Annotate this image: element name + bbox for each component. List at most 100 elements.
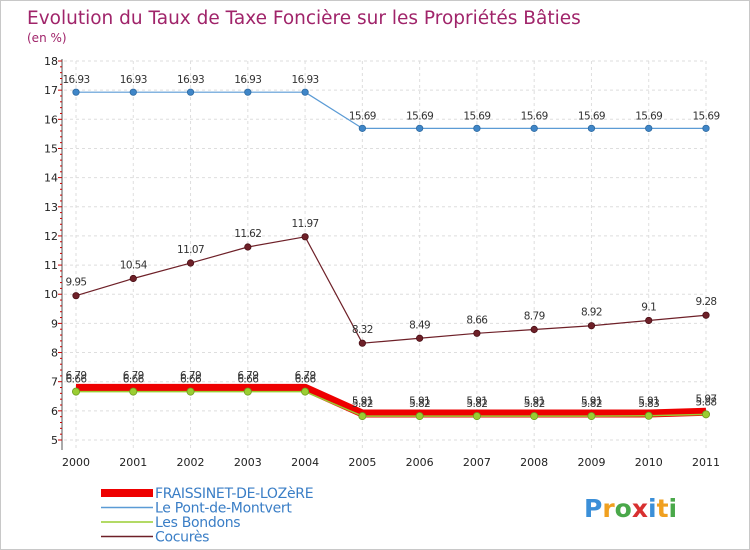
series-line (76, 91, 706, 129)
data-label: 11.07 (177, 244, 204, 256)
data-point (301, 233, 309, 241)
data-label: 5.91 (581, 395, 602, 407)
brand-letter: r (602, 494, 615, 523)
data-label: 6.79 (295, 370, 316, 382)
data-label: 5.91 (524, 395, 545, 407)
data-point (702, 410, 711, 419)
data-point (587, 412, 596, 421)
x-tick-label: 2008 (520, 456, 548, 469)
data-point (244, 243, 252, 251)
axes: 5 6 7 8 9 10 11 12 13 14 15 16 17 18 2000 2001 2002 2003 2… (44, 55, 720, 469)
x-tick-label: 2003 (234, 456, 262, 469)
data-label: 6.66 (66, 374, 88, 386)
data-point (301, 88, 309, 96)
data-label: 15.69 (692, 110, 719, 122)
data-point (473, 124, 481, 132)
x-tick-label: 2009 (577, 456, 605, 469)
x-tick-label: 2010 (635, 456, 663, 469)
data-label: 6.66 (180, 374, 202, 386)
brand-letter: o (615, 494, 632, 523)
brand-letter: t (657, 494, 669, 523)
data-label: 5.91 (352, 395, 373, 407)
brand-letter: i (669, 494, 678, 523)
proxiti-logo: Proxiti (584, 494, 677, 523)
data-label: 9.95 (66, 277, 87, 289)
data-point (587, 322, 596, 330)
data-label: 6.79 (66, 370, 87, 382)
data-point (702, 311, 710, 319)
data-label: 8.66 (466, 314, 488, 326)
data-label: 5.91 (409, 395, 430, 407)
data-point (645, 124, 653, 132)
brand-text: Proxiti (584, 494, 677, 523)
y-tick-label: 15 (44, 142, 58, 155)
data-label: 8.49 (409, 319, 430, 331)
data-label: 6.66 (123, 374, 145, 386)
data-label: 16.93 (120, 74, 147, 86)
legend-label: Le Pont-de-Montvert (155, 501, 292, 517)
data-label: 16.93 (177, 74, 204, 86)
series-line (75, 236, 707, 344)
x-tick-label: 2005 (348, 456, 376, 469)
data-label: 15.69 (406, 110, 433, 122)
data-label: 5.91 (638, 395, 659, 407)
chart-title: Evolution du Taux de Taxe Foncière sur l… (27, 8, 581, 29)
y-tick-label: 12 (44, 230, 58, 243)
legend-label: FRAISSINET-DE-LOZèRE (155, 486, 313, 502)
data-point (530, 325, 538, 334)
y-tick-label: 16 (44, 113, 58, 126)
data-point (72, 292, 80, 300)
data-point (587, 124, 596, 132)
data-point (129, 88, 137, 96)
brand-letter: x (632, 494, 648, 523)
y-tick-label: 11 (44, 259, 58, 272)
y-tick-label: 18 (44, 55, 58, 68)
x-tick-label: 2002 (177, 456, 205, 469)
data-point (186, 387, 195, 396)
data-point (645, 316, 653, 325)
data-point (702, 124, 710, 132)
x-tick-label: 2004 (291, 456, 319, 469)
data-label: 5.83 (638, 398, 659, 410)
y-tick-label: 17 (44, 84, 58, 97)
x-tick-label: 2011 (692, 456, 720, 469)
chart-subtitle: (en %) (27, 31, 67, 45)
data-label: 5.82 (581, 398, 602, 410)
data-point (415, 412, 424, 421)
data-label: 8.32 (352, 324, 373, 336)
y-tick-label: 8 (51, 347, 58, 360)
series-lines (72, 88, 711, 421)
data-label: 6.66 (295, 374, 317, 386)
data-label: 5.97 (696, 394, 717, 406)
data-point (186, 88, 195, 96)
data-label: 15.69 (578, 110, 605, 122)
y-tick-label: 14 (44, 172, 58, 185)
data-label: 5.82 (466, 398, 487, 410)
data-labels: 9.95 10.54 11.07 11.62 11.97 8.32 8.49 8.66 8.79… (62, 74, 720, 410)
data-point (129, 274, 137, 283)
data-label: 8.92 (581, 307, 602, 319)
data-label: 5.88 (696, 396, 717, 408)
x-tick-label: 2007 (463, 456, 491, 469)
data-point (530, 124, 538, 132)
data-label: 8.79 (524, 311, 545, 323)
y-tick-label: 7 (51, 376, 58, 389)
data-label: 5.82 (409, 398, 430, 410)
brand-letter: P (584, 494, 602, 523)
data-label: 6.79 (123, 370, 144, 382)
y-tick-label: 6 (51, 405, 58, 418)
data-point (530, 412, 539, 421)
data-point (416, 334, 424, 342)
data-point (644, 411, 653, 420)
data-point (244, 88, 252, 96)
x-tick-label: 2006 (406, 456, 434, 469)
data-point (301, 387, 310, 396)
data-label: 9.28 (696, 296, 717, 308)
data-label: 10.54 (120, 259, 148, 271)
y-tick-label: 10 (44, 288, 58, 301)
data-label: 5.82 (524, 398, 545, 410)
data-label: 6.79 (180, 370, 201, 382)
